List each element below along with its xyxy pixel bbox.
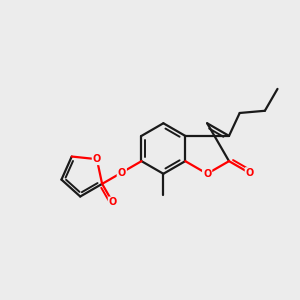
Text: O: O	[203, 169, 211, 179]
Text: O: O	[109, 197, 117, 208]
Text: O: O	[246, 168, 254, 178]
Text: O: O	[118, 167, 126, 178]
Text: O: O	[93, 154, 101, 164]
